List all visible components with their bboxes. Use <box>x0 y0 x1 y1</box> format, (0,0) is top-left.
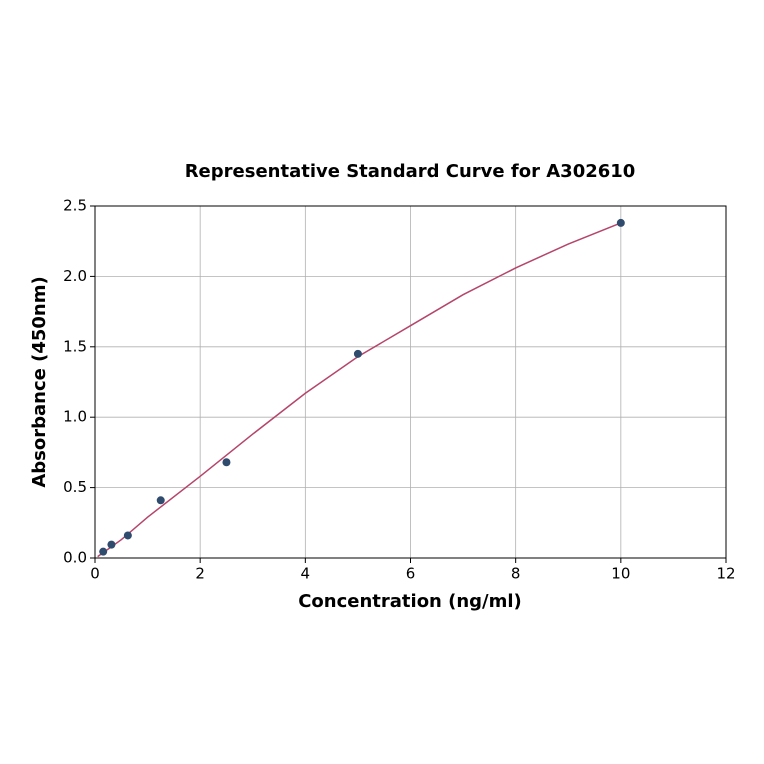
y-tick-label: 0.0 <box>63 549 87 567</box>
data-point <box>353 349 362 358</box>
x-tick-label: 10 <box>611 565 630 583</box>
x-axis-label: Concentration (ng/ml) <box>298 591 522 612</box>
y-tick-label: 1.5 <box>63 337 87 355</box>
data-point <box>616 218 625 227</box>
chart-title: Representative Standard Curve for A30261… <box>185 161 636 182</box>
y-tick-label: 2.0 <box>63 267 87 285</box>
data-point <box>99 547 108 556</box>
data-point <box>156 496 165 505</box>
x-tick-label: 6 <box>406 565 416 583</box>
y-tick-label: 0.5 <box>63 478 87 496</box>
x-tick-label: 0 <box>90 565 100 583</box>
y-axis-label: Absorbance (450nm) <box>29 276 50 487</box>
data-point <box>123 531 132 540</box>
data-point <box>222 458 231 467</box>
x-tick-label: 2 <box>195 565 205 583</box>
y-tick-label: 2.5 <box>63 197 87 215</box>
plot-frame <box>94 205 727 559</box>
fit-curve <box>97 222 622 558</box>
data-point <box>107 540 116 549</box>
x-tick-label: 12 <box>716 565 735 583</box>
x-tick-label: 4 <box>301 565 311 583</box>
x-tick-label: 8 <box>511 565 521 583</box>
y-tick-label: 1.0 <box>63 408 87 426</box>
